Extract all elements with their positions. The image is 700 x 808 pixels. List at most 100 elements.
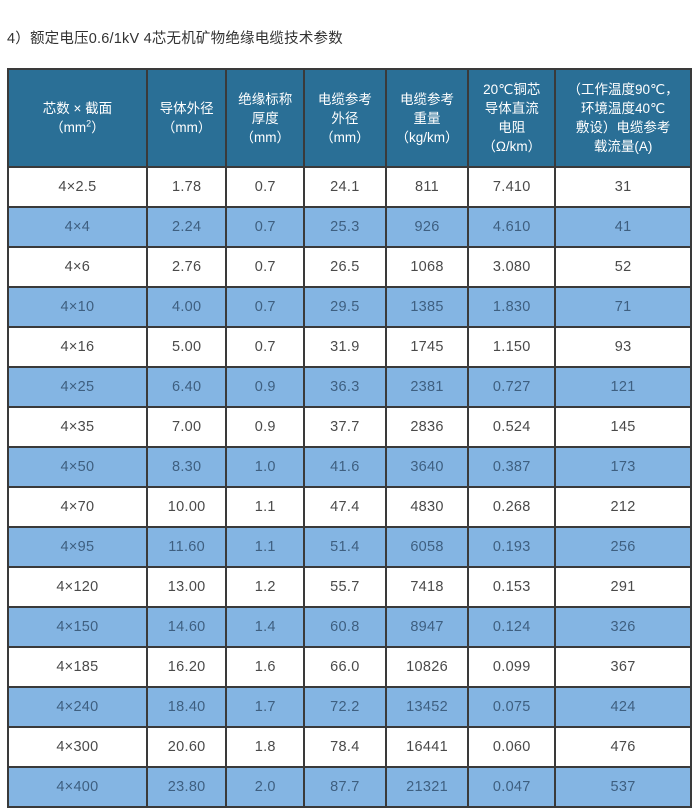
cell-cable_od: 29.5 [305,288,385,326]
cell-spec: 4×10 [9,288,146,326]
cell-resistance: 0.047 [469,768,555,806]
table-row: 4×2.5 1.78 0.7 24.1 811 7.410 31 [9,168,690,206]
column-header-line: 载流量(A) [593,139,653,154]
cell-cond_od: 20.60 [147,728,226,766]
table-row: 4×50 8.30 1.0 41.6 3640 0.387 173 [9,448,690,486]
cell-cable_od: 26.5 [305,248,385,286]
table-row: 4×70 10.00 1.1 47.4 4830 0.268 212 [9,488,690,526]
table-row: 4×6 2.76 0.7 26.5 1068 3.080 52 [9,248,690,286]
cell-resistance: 1.830 [469,288,555,326]
table-row: 4×95 11.60 1.1 51.4 6058 0.193 256 [9,528,690,566]
cell-weight: 811 [386,168,468,206]
cell-ins_thick: 0.7 [227,288,304,326]
column-header-line: 环境温度40℃ [580,101,666,116]
cell-cond_od: 2.76 [147,248,226,286]
cell-resistance: 0.153 [469,568,555,606]
cell-weight: 926 [386,208,468,246]
cell-spec: 4×6 [9,248,146,286]
cell-ins_thick: 1.6 [227,648,304,686]
cell-resistance: 0.727 [469,368,555,406]
cell-weight: 7418 [386,568,468,606]
column-header-ampacity: （工作温度90℃， 环境温度40℃ 敷设）电缆参考 载流量(A) [556,70,690,166]
column-header-line: （mm2） [50,118,105,135]
cell-weight: 1745 [386,328,468,366]
column-header-line: 厚度 [251,110,279,126]
cell-cond_od: 8.30 [147,448,226,486]
cell-cable_od: 66.0 [305,648,385,686]
cell-resistance: 0.193 [469,528,555,566]
cell-ins_thick: 0.7 [227,208,304,246]
cell-weight: 2381 [386,368,468,406]
cell-spec: 4×120 [9,568,146,606]
column-header-line: （mm） [240,129,291,145]
page-title: 4）额定电压0.6/1kV 4芯无机矿物绝缘电缆技术参数 [7,31,343,47]
cell-ins_thick: 1.1 [227,488,304,526]
cell-ins_thick: 1.2 [227,568,304,606]
cell-ins_thick: 1.1 [227,528,304,566]
cell-spec: 4×185 [9,648,146,686]
column-header-line: 电阻 [498,120,526,135]
cell-cond_od: 11.60 [147,528,226,566]
table-row: 4×300 20.60 1.8 78.4 16441 0.060 476 [9,728,690,766]
cell-spec: 4×70 [9,488,146,526]
page-root: 4）额定电压0.6/1kV 4芯无机矿物绝缘电缆技术参数 芯数 × 截面 （mm2… [7,31,692,808]
cell-resistance: 4.610 [469,208,555,246]
cell-ins_thick: 1.7 [227,688,304,726]
cell-cable_od: 25.3 [305,208,385,246]
parameters-table-container: 芯数 × 截面 （mm2） 导体外径 （mm） 绝缘标称 厚度 （mm） 电缆参考 外径 （mm）… [7,68,692,808]
cell-ampacity: 31 [556,168,690,206]
column-header-line: 导体外径 [159,101,214,116]
cell-weight: 4830 [386,488,468,526]
cell-spec: 4×50 [9,448,146,486]
cell-weight: 13452 [386,688,468,726]
cell-ins_thick: 0.9 [227,368,304,406]
cell-resistance: 7.410 [469,168,555,206]
cell-cable_od: 36.3 [305,368,385,406]
cell-spec: 4×95 [9,528,146,566]
column-header-line: （mm） [161,120,212,135]
cell-ins_thick: 0.7 [227,328,304,366]
cell-cond_od: 16.20 [147,648,226,686]
cell-spec: 4×4 [9,208,146,246]
cell-ampacity: 71 [556,288,690,326]
cell-weight: 1068 [386,248,468,286]
table-body: 4×2.5 1.78 0.7 24.1 811 7.410 31 4×4 2.24 0.7 25.3… [9,168,690,806]
cell-weight: 6058 [386,528,468,566]
cell-weight: 16441 [386,728,468,766]
table-row: 4×10 4.00 0.7 29.5 1385 1.830 71 [9,288,690,326]
cell-resistance: 0.060 [469,728,555,766]
column-header-cond_od: 导体外径 （mm） [147,70,226,166]
cell-resistance: 0.124 [469,608,555,646]
cell-weight: 8947 [386,608,468,646]
cell-weight: 21321 [386,768,468,806]
cell-cond_od: 4.00 [147,288,226,326]
cell-resistance: 3.080 [469,248,555,286]
cell-ampacity: 93 [556,328,690,366]
column-header-cable_od: 电缆参考 外径 （mm） [305,70,385,166]
cell-cable_od: 78.4 [305,728,385,766]
cell-ampacity: 41 [556,208,690,246]
cell-cable_od: 55.7 [305,568,385,606]
cell-ins_thick: 1.8 [227,728,304,766]
cell-cond_od: 10.00 [147,488,226,526]
table-row: 4×150 14.60 1.4 60.8 8947 0.124 326 [9,608,690,646]
cell-cable_od: 87.7 [305,768,385,806]
table-row: 4×120 13.00 1.2 55.7 7418 0.153 291 [9,568,690,606]
cell-cable_od: 37.7 [305,408,385,446]
column-header-line: 芯数 × 截面 [42,101,113,116]
cell-ampacity: 52 [556,248,690,286]
cell-ampacity: 121 [556,368,690,406]
cell-resistance: 0.099 [469,648,555,686]
cell-cable_od: 47.4 [305,488,385,526]
column-header-line: 重量 [413,110,441,126]
cell-spec: 4×240 [9,688,146,726]
column-header-line: 电缆参考 [400,91,455,107]
cell-cond_od: 2.24 [147,208,226,246]
table-row: 4×240 18.40 1.7 72.2 13452 0.075 424 [9,688,690,726]
cell-resistance: 1.150 [469,328,555,366]
cable-parameters-table: 芯数 × 截面 （mm2） 导体外径 （mm） 绝缘标称 厚度 （mm） 电缆参考 外径 （mm）… [7,68,692,808]
column-header-ins_thick: 绝缘标称 厚度 （mm） [227,70,304,166]
cell-cable_od: 72.2 [305,688,385,726]
cell-ampacity: 145 [556,408,690,446]
cell-cable_od: 51.4 [305,528,385,566]
